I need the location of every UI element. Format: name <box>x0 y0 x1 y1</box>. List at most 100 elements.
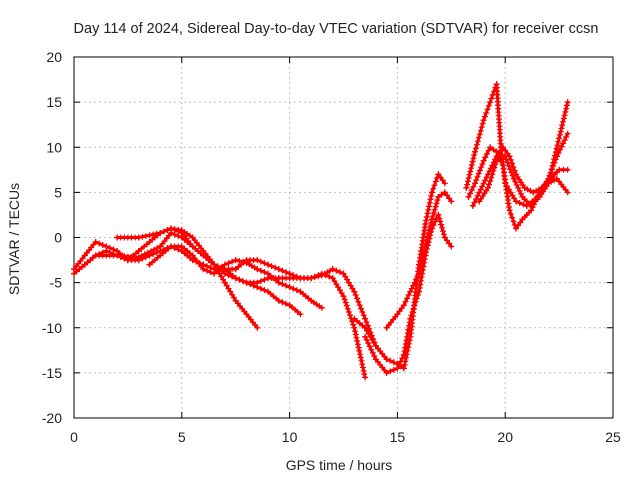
data-point <box>558 125 565 132</box>
data-point <box>465 193 472 200</box>
data-point <box>563 133 570 140</box>
data-point <box>164 227 171 233</box>
data-point <box>432 178 439 185</box>
data-point <box>476 131 483 138</box>
data-point <box>468 161 475 168</box>
data-point <box>463 184 470 191</box>
data-point <box>564 189 571 196</box>
series-track-8 <box>383 189 455 331</box>
y-tick-label: -5 <box>50 275 63 291</box>
data-point <box>435 171 442 178</box>
data-point <box>407 315 414 322</box>
data-point <box>124 257 131 264</box>
data-point <box>561 112 568 119</box>
data-point <box>433 200 440 207</box>
data-point <box>511 167 518 174</box>
data-point <box>207 264 214 271</box>
data-point <box>390 366 397 373</box>
data-point <box>279 299 286 306</box>
data-point <box>467 168 474 175</box>
data-point <box>221 279 228 286</box>
data-point <box>425 206 432 213</box>
data-point <box>351 315 358 322</box>
data-point <box>150 231 157 238</box>
data-point <box>286 302 293 309</box>
data-point <box>345 309 352 315</box>
data-point <box>366 343 373 350</box>
data-point <box>434 197 441 204</box>
data-point <box>261 276 268 283</box>
data-point <box>562 109 569 115</box>
data-point <box>481 113 488 120</box>
data-point <box>479 120 486 127</box>
data-point <box>404 295 411 302</box>
data-point <box>400 351 407 358</box>
data-point <box>351 288 358 295</box>
data-point <box>439 224 446 231</box>
data-point <box>405 292 412 298</box>
data-point <box>424 236 430 243</box>
data-point <box>432 203 439 210</box>
data-point <box>142 233 149 239</box>
data-point <box>243 311 250 318</box>
data-point <box>354 295 360 302</box>
data-point <box>358 305 364 312</box>
data-point <box>121 255 128 262</box>
data-point <box>519 216 526 223</box>
data-point <box>510 218 517 225</box>
data-point <box>160 228 167 235</box>
data-point <box>352 292 359 298</box>
data-point <box>275 297 282 304</box>
data-point <box>362 315 369 322</box>
data-point <box>432 218 439 225</box>
data-point <box>423 213 430 220</box>
data-point <box>372 356 379 363</box>
data-point <box>424 210 431 217</box>
data-point <box>547 169 554 176</box>
data-point <box>341 296 348 303</box>
data-point <box>441 180 448 187</box>
data-point <box>286 284 293 291</box>
data-point <box>363 337 370 343</box>
y-tick-label: 10 <box>46 139 62 155</box>
data-point <box>353 334 360 341</box>
data-point <box>402 298 409 305</box>
chart-title: Day 114 of 2024, Sidereal Day-to-day VTE… <box>74 21 599 37</box>
data-point <box>340 293 347 300</box>
data-point <box>506 207 513 214</box>
data-point <box>96 240 103 247</box>
data-point <box>485 147 492 154</box>
data-point <box>236 258 243 264</box>
data-point <box>561 137 568 144</box>
data-point <box>423 217 430 224</box>
data-point <box>189 257 196 264</box>
data-point <box>428 192 435 199</box>
data-point <box>520 201 527 208</box>
data-point <box>521 184 528 191</box>
data-point <box>448 198 455 205</box>
data-point <box>387 357 394 364</box>
data-point <box>470 183 477 190</box>
data-point <box>517 219 524 226</box>
y-tick-label: 0 <box>54 230 62 246</box>
data-point <box>419 257 426 264</box>
data-point <box>465 178 471 185</box>
data-point <box>135 234 142 241</box>
data-point <box>178 248 185 254</box>
data-point <box>507 166 514 173</box>
data-point <box>435 211 442 218</box>
data-point <box>168 225 174 232</box>
data-point <box>438 191 445 198</box>
data-point <box>106 249 113 256</box>
data-point <box>265 261 271 268</box>
data-point <box>354 338 361 344</box>
data-point <box>153 249 160 256</box>
data-point <box>426 199 433 206</box>
data-point <box>513 181 520 188</box>
x-tick-label: 10 <box>282 429 298 445</box>
data-point <box>232 266 239 273</box>
data-point <box>340 270 347 277</box>
data-point <box>371 353 378 360</box>
data-point <box>81 261 88 268</box>
